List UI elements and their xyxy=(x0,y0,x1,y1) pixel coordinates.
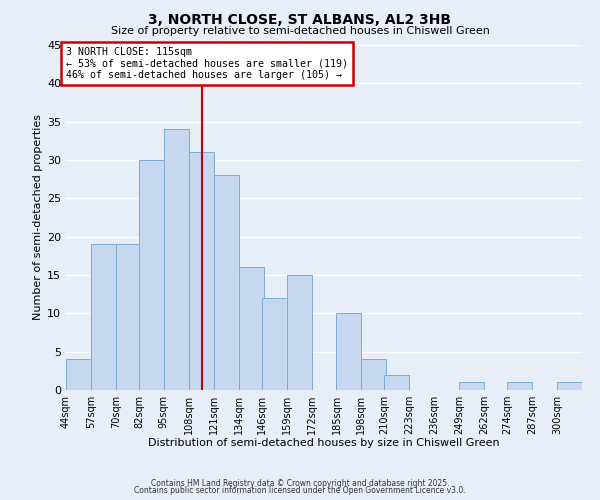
Bar xyxy=(459,382,484,390)
Bar xyxy=(337,314,361,390)
Bar xyxy=(361,360,386,390)
Bar xyxy=(507,382,532,390)
Bar xyxy=(189,152,214,390)
Text: 3, NORTH CLOSE, ST ALBANS, AL2 3HB: 3, NORTH CLOSE, ST ALBANS, AL2 3HB xyxy=(149,12,452,26)
Bar xyxy=(91,244,116,390)
Text: Contains HM Land Registry data © Crown copyright and database right 2025.: Contains HM Land Registry data © Crown c… xyxy=(151,478,449,488)
Bar xyxy=(214,176,239,390)
X-axis label: Distribution of semi-detached houses by size in Chiswell Green: Distribution of semi-detached houses by … xyxy=(148,438,500,448)
Text: 3 NORTH CLOSE: 115sqm
← 53% of semi-detached houses are smaller (119)
46% of sem: 3 NORTH CLOSE: 115sqm ← 53% of semi-deta… xyxy=(66,46,348,80)
Bar xyxy=(557,382,582,390)
Y-axis label: Number of semi-detached properties: Number of semi-detached properties xyxy=(33,114,43,320)
Bar xyxy=(139,160,164,390)
Bar xyxy=(385,374,409,390)
Bar xyxy=(164,130,189,390)
Bar xyxy=(66,360,91,390)
Bar xyxy=(116,244,141,390)
Bar xyxy=(287,275,311,390)
Bar xyxy=(262,298,287,390)
Text: Size of property relative to semi-detached houses in Chiswell Green: Size of property relative to semi-detach… xyxy=(110,26,490,36)
Text: Contains public sector information licensed under the Open Government Licence v3: Contains public sector information licen… xyxy=(134,486,466,495)
Bar xyxy=(239,268,263,390)
